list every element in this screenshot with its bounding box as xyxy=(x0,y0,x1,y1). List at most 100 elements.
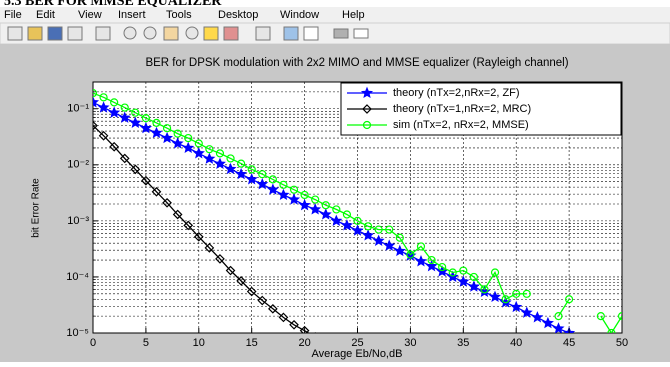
marker xyxy=(385,225,394,234)
legend-icon[interactable] xyxy=(303,26,319,41)
marker xyxy=(226,154,235,163)
marker xyxy=(257,295,268,306)
marker xyxy=(110,98,119,107)
y-tick-label: 10⁻⁴ xyxy=(66,271,89,283)
marker xyxy=(522,289,531,298)
marker xyxy=(182,141,195,154)
marker xyxy=(340,219,353,231)
brush-icon[interactable] xyxy=(223,26,239,41)
menu-item[interactable]: Tools xyxy=(166,9,192,21)
link-icon[interactable] xyxy=(255,26,271,41)
marker xyxy=(309,203,322,215)
zoom-out-icon[interactable] xyxy=(143,26,157,40)
marker xyxy=(607,328,616,333)
x-tick-label: 35 xyxy=(457,337,469,349)
marker xyxy=(256,178,269,190)
marker xyxy=(97,101,110,113)
menu-item[interactable]: Help xyxy=(342,9,365,21)
marker xyxy=(108,106,121,118)
legend-label: sim (nTx=2, nRx=2, MMSE) xyxy=(393,119,529,131)
x-tick-label: 40 xyxy=(510,337,522,349)
marker xyxy=(236,276,246,286)
save-icon[interactable] xyxy=(47,26,63,41)
marker xyxy=(489,290,502,303)
marker xyxy=(204,243,215,253)
marker xyxy=(141,175,151,186)
marker xyxy=(120,103,129,112)
marker xyxy=(258,170,267,179)
marker xyxy=(288,193,301,205)
marker xyxy=(617,312,622,321)
y-tick-label: 10⁻⁵ xyxy=(66,327,89,339)
marker xyxy=(321,201,330,210)
marker xyxy=(448,268,457,277)
x-tick-label: 10 xyxy=(193,337,205,349)
marker xyxy=(93,89,98,98)
pointer-icon[interactable] xyxy=(95,26,111,41)
menu-item[interactable]: File xyxy=(4,9,22,21)
y-tick-label: 10⁻³ xyxy=(67,215,89,227)
menu-item[interactable]: Desktop xyxy=(218,9,258,21)
marker xyxy=(99,93,108,102)
y-tick-label: 10⁻² xyxy=(67,159,89,171)
hide-tools-icon[interactable] xyxy=(333,28,349,39)
marker xyxy=(469,272,478,282)
pan-icon[interactable] xyxy=(163,26,179,41)
marker xyxy=(362,229,375,241)
marker xyxy=(467,280,480,292)
y-tick-label: 10⁻¹ xyxy=(67,103,89,115)
marker xyxy=(372,234,385,246)
marker xyxy=(183,220,194,231)
marker xyxy=(162,197,172,208)
marker xyxy=(383,239,396,251)
marker xyxy=(279,180,288,189)
marker xyxy=(268,303,278,314)
y-axis-label: bit Error Rate xyxy=(31,178,42,238)
show-tools-icon[interactable] xyxy=(353,28,369,39)
marker xyxy=(520,306,533,318)
marker xyxy=(194,139,203,148)
marker xyxy=(332,205,341,214)
marker xyxy=(171,137,184,149)
marker xyxy=(490,268,500,277)
marker xyxy=(554,312,563,321)
series-line xyxy=(93,125,310,333)
legend-label: theory (nTx=1,nRx=2, MRC) xyxy=(393,103,531,115)
marker xyxy=(299,325,310,333)
marker xyxy=(353,216,362,225)
chart-title: BER for DPSK modulation with 2x2 MIMO an… xyxy=(145,57,568,69)
colorbar-icon[interactable] xyxy=(283,26,299,41)
x-axis-label: Average Eb/No,dB xyxy=(312,348,403,360)
zoom-in-icon[interactable] xyxy=(123,26,137,40)
datacursor-icon[interactable] xyxy=(203,26,219,41)
menu-bar xyxy=(0,7,670,23)
menu-item[interactable]: View xyxy=(78,9,102,21)
marker xyxy=(480,285,489,294)
x-tick-label: 5 xyxy=(143,337,149,349)
x-tick-label: 25 xyxy=(351,337,363,349)
marker xyxy=(129,116,142,128)
print-icon[interactable] xyxy=(67,26,83,41)
marker xyxy=(184,133,193,143)
marker xyxy=(172,209,183,220)
marker xyxy=(225,265,236,276)
marker xyxy=(205,145,214,154)
marker xyxy=(93,96,100,108)
marker xyxy=(118,111,131,123)
marker xyxy=(438,262,447,272)
marker xyxy=(268,175,277,184)
marker xyxy=(501,295,510,304)
marker xyxy=(277,188,290,201)
marker xyxy=(362,120,372,130)
marker xyxy=(311,195,320,204)
x-tick-label: 50 xyxy=(616,337,628,349)
menu-item[interactable]: Window xyxy=(280,9,319,21)
rotate-icon[interactable] xyxy=(185,26,199,40)
menu-item[interactable]: Edit xyxy=(36,9,55,21)
open-icon[interactable] xyxy=(27,26,43,41)
menu-item[interactable]: Insert xyxy=(118,9,146,21)
marker xyxy=(119,153,130,164)
marker xyxy=(552,322,565,333)
new-icon[interactable] xyxy=(7,26,23,41)
